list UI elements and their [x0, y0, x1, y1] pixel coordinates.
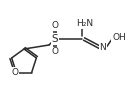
Text: S: S — [52, 34, 58, 44]
Text: OH: OH — [112, 33, 126, 42]
Text: N: N — [100, 44, 106, 53]
Text: O: O — [11, 68, 18, 77]
Text: O: O — [51, 47, 58, 56]
Text: H₂N: H₂N — [76, 19, 94, 28]
Text: O: O — [51, 22, 58, 30]
